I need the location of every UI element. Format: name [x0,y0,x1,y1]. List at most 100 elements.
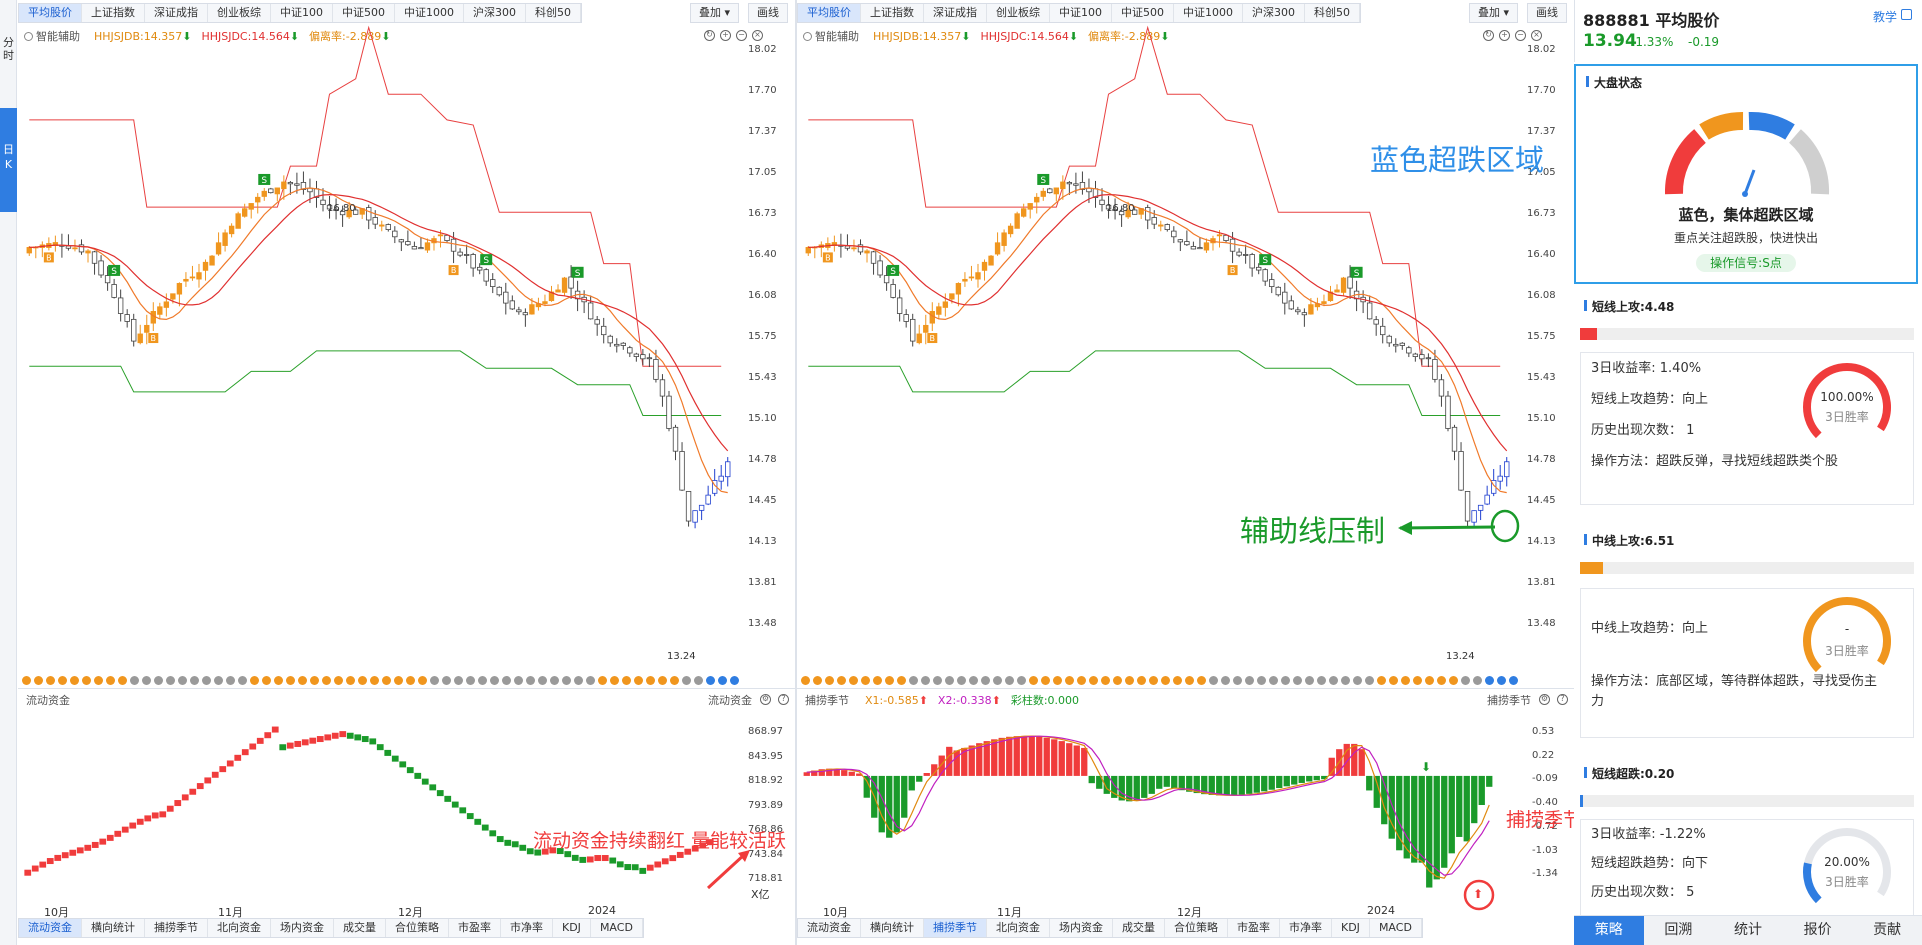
signal-dot [346,676,355,685]
nav-quote[interactable]: 报价 [1803,922,1832,938]
indicator-tab[interactable]: 市净率 [501,919,553,937]
indicator-tab[interactable]: 场内资金 [1050,919,1113,937]
index-tab[interactable]: 创业板综 [208,4,271,22]
refresh-icon[interactable]: ↻ [704,30,715,41]
indicator-tab[interactable]: 合位策略 [1165,919,1228,937]
nav-backtest[interactable]: 回溯 [1664,922,1693,938]
indicator-tab[interactable]: KDJ [1332,919,1370,937]
fund-brick [481,824,489,831]
draw-line-button[interactable]: 画线 [1527,3,1567,23]
harvest-season-chart[interactable] [797,705,1574,925]
indicator-tab[interactable]: 市盈率 [1228,919,1280,937]
fund-brick [646,864,654,871]
index-tab[interactable]: 平均股价 [19,4,82,22]
index-tab[interactable]: 上证指数 [861,4,924,22]
index-tab[interactable]: 中证500 [333,4,395,22]
index-tab[interactable]: 中证1000 [1174,4,1243,22]
help-icon[interactable]: ? [1557,694,1568,705]
index-tab[interactable]: 深证成指 [145,4,208,22]
price-tick: 13.48 [748,618,777,629]
indicator-tab[interactable]: 流动资金 [19,919,82,937]
arrow-down-icon: ⬇ [289,30,300,43]
index-tab[interactable]: 中证100 [1050,4,1112,22]
indicator-tab[interactable]: 北向资金 [987,919,1050,937]
signal-dot [430,676,439,685]
harvest-bar [1021,735,1028,776]
fund-brick [399,761,407,768]
indicator-tab[interactable]: 场内资金 [271,919,334,937]
indicator-tab[interactable]: KDJ [553,919,591,937]
teach-link[interactable]: 教学 [1873,10,1898,24]
nav-strategy[interactable]: 策略 [1574,916,1644,945]
close-icon[interactable]: × [752,30,763,41]
index-tab[interactable]: 中证1000 [395,4,464,22]
indicator-tab[interactable]: MACD [1370,919,1422,937]
gear-icon[interactable]: ⚙ [1539,694,1550,705]
index-tab[interactable]: 上证指数 [82,4,145,22]
indicator-tab[interactable]: 成交量 [334,919,386,937]
indicator-tab[interactable]: 合位策略 [386,919,449,937]
index-tab[interactable]: 沪深300 [1243,4,1305,22]
index-tab[interactable]: 中证100 [271,4,333,22]
assist-label[interactable]: 智能辅助 [815,30,859,43]
overlay-button[interactable]: 叠加 ▾ [1469,3,1519,23]
fund-flow-chart[interactable] [18,705,795,925]
zoom-in-icon[interactable]: + [1499,30,1510,41]
indicator-tab[interactable]: 捕捞季节 [145,919,208,937]
indicator-tab[interactable]: 市盈率 [449,919,501,937]
indicator-tab[interactable]: 捕捞季节 [924,919,987,937]
close-icon[interactable]: × [1531,30,1542,41]
indicator-right-name[interactable]: 捕捞季节 [1487,694,1531,707]
signal-dot [801,676,810,685]
indicator-tab[interactable]: 横向统计 [861,919,924,937]
stock-change-pct: -1.33% [1631,35,1674,49]
assist-label[interactable]: 智能辅助 [36,30,80,43]
indicator-tab[interactable]: 北向资金 [208,919,271,937]
indicator-tab[interactable]: MACD [591,919,643,937]
indicator-right-name[interactable]: 流动资金 [708,694,752,707]
fund-brick [421,778,429,785]
refresh-icon[interactable]: ↻ [1483,30,1494,41]
index-tab[interactable]: 科创50 [526,4,581,22]
price-tick: 15.43 [1527,372,1556,383]
assist-toggle-icon[interactable] [803,32,812,41]
indicator-tab[interactable]: 市净率 [1280,919,1332,937]
candle [1236,248,1242,258]
draw-line-button[interactable]: 画线 [748,3,788,23]
kline-chart[interactable]: S S S S B B B [797,0,1574,690]
nav-contribute[interactable]: 贡献 [1873,922,1902,938]
help-icon[interactable]: ? [778,694,789,705]
overlay-button[interactable]: 叠加 ▾ [690,3,740,23]
signal-dot [490,676,499,685]
fund-brick [616,861,624,868]
indicator-tab[interactable]: 流动资金 [798,919,861,937]
index-tab[interactable]: 创业板综 [987,4,1050,22]
index-tab[interactable]: 科创50 [1305,4,1360,22]
index-tab[interactable]: 平均股价 [798,4,861,22]
indicator-tab[interactable]: 成交量 [1113,919,1165,937]
candle [705,485,711,506]
zoom-out-icon[interactable]: − [736,30,747,41]
svg-text:S: S [1040,176,1046,186]
teach-icon[interactable] [1901,9,1912,20]
nav-stats[interactable]: 统计 [1733,922,1762,938]
signal-dot [550,676,559,685]
signal-badge[interactable]: 操作信号:S点 [1696,254,1796,272]
zoom-in-icon[interactable]: + [720,30,731,41]
index-tab[interactable]: 深证成指 [924,4,987,22]
fund-brick [639,867,647,874]
index-tab[interactable]: 沪深300 [464,4,526,22]
harvest-bar [983,741,990,776]
signal-dot [562,676,571,685]
signal-dot [646,676,655,685]
fund-brick [579,856,587,863]
assist-toggle-icon[interactable] [24,32,33,41]
index-tab[interactable]: 中证500 [1112,4,1174,22]
indicator-tab[interactable]: 横向统计 [82,919,145,937]
rail-intraday[interactable]: 分时 [3,36,14,62]
zoom-out-icon[interactable]: − [1515,30,1526,41]
short-up-gauge-label: 3日胜率 [1825,410,1869,424]
rail-daily-k[interactable]: 日K [0,108,17,212]
gear-icon[interactable]: ⚙ [760,694,771,705]
kline-chart[interactable]: S S S S B B B [18,0,795,690]
